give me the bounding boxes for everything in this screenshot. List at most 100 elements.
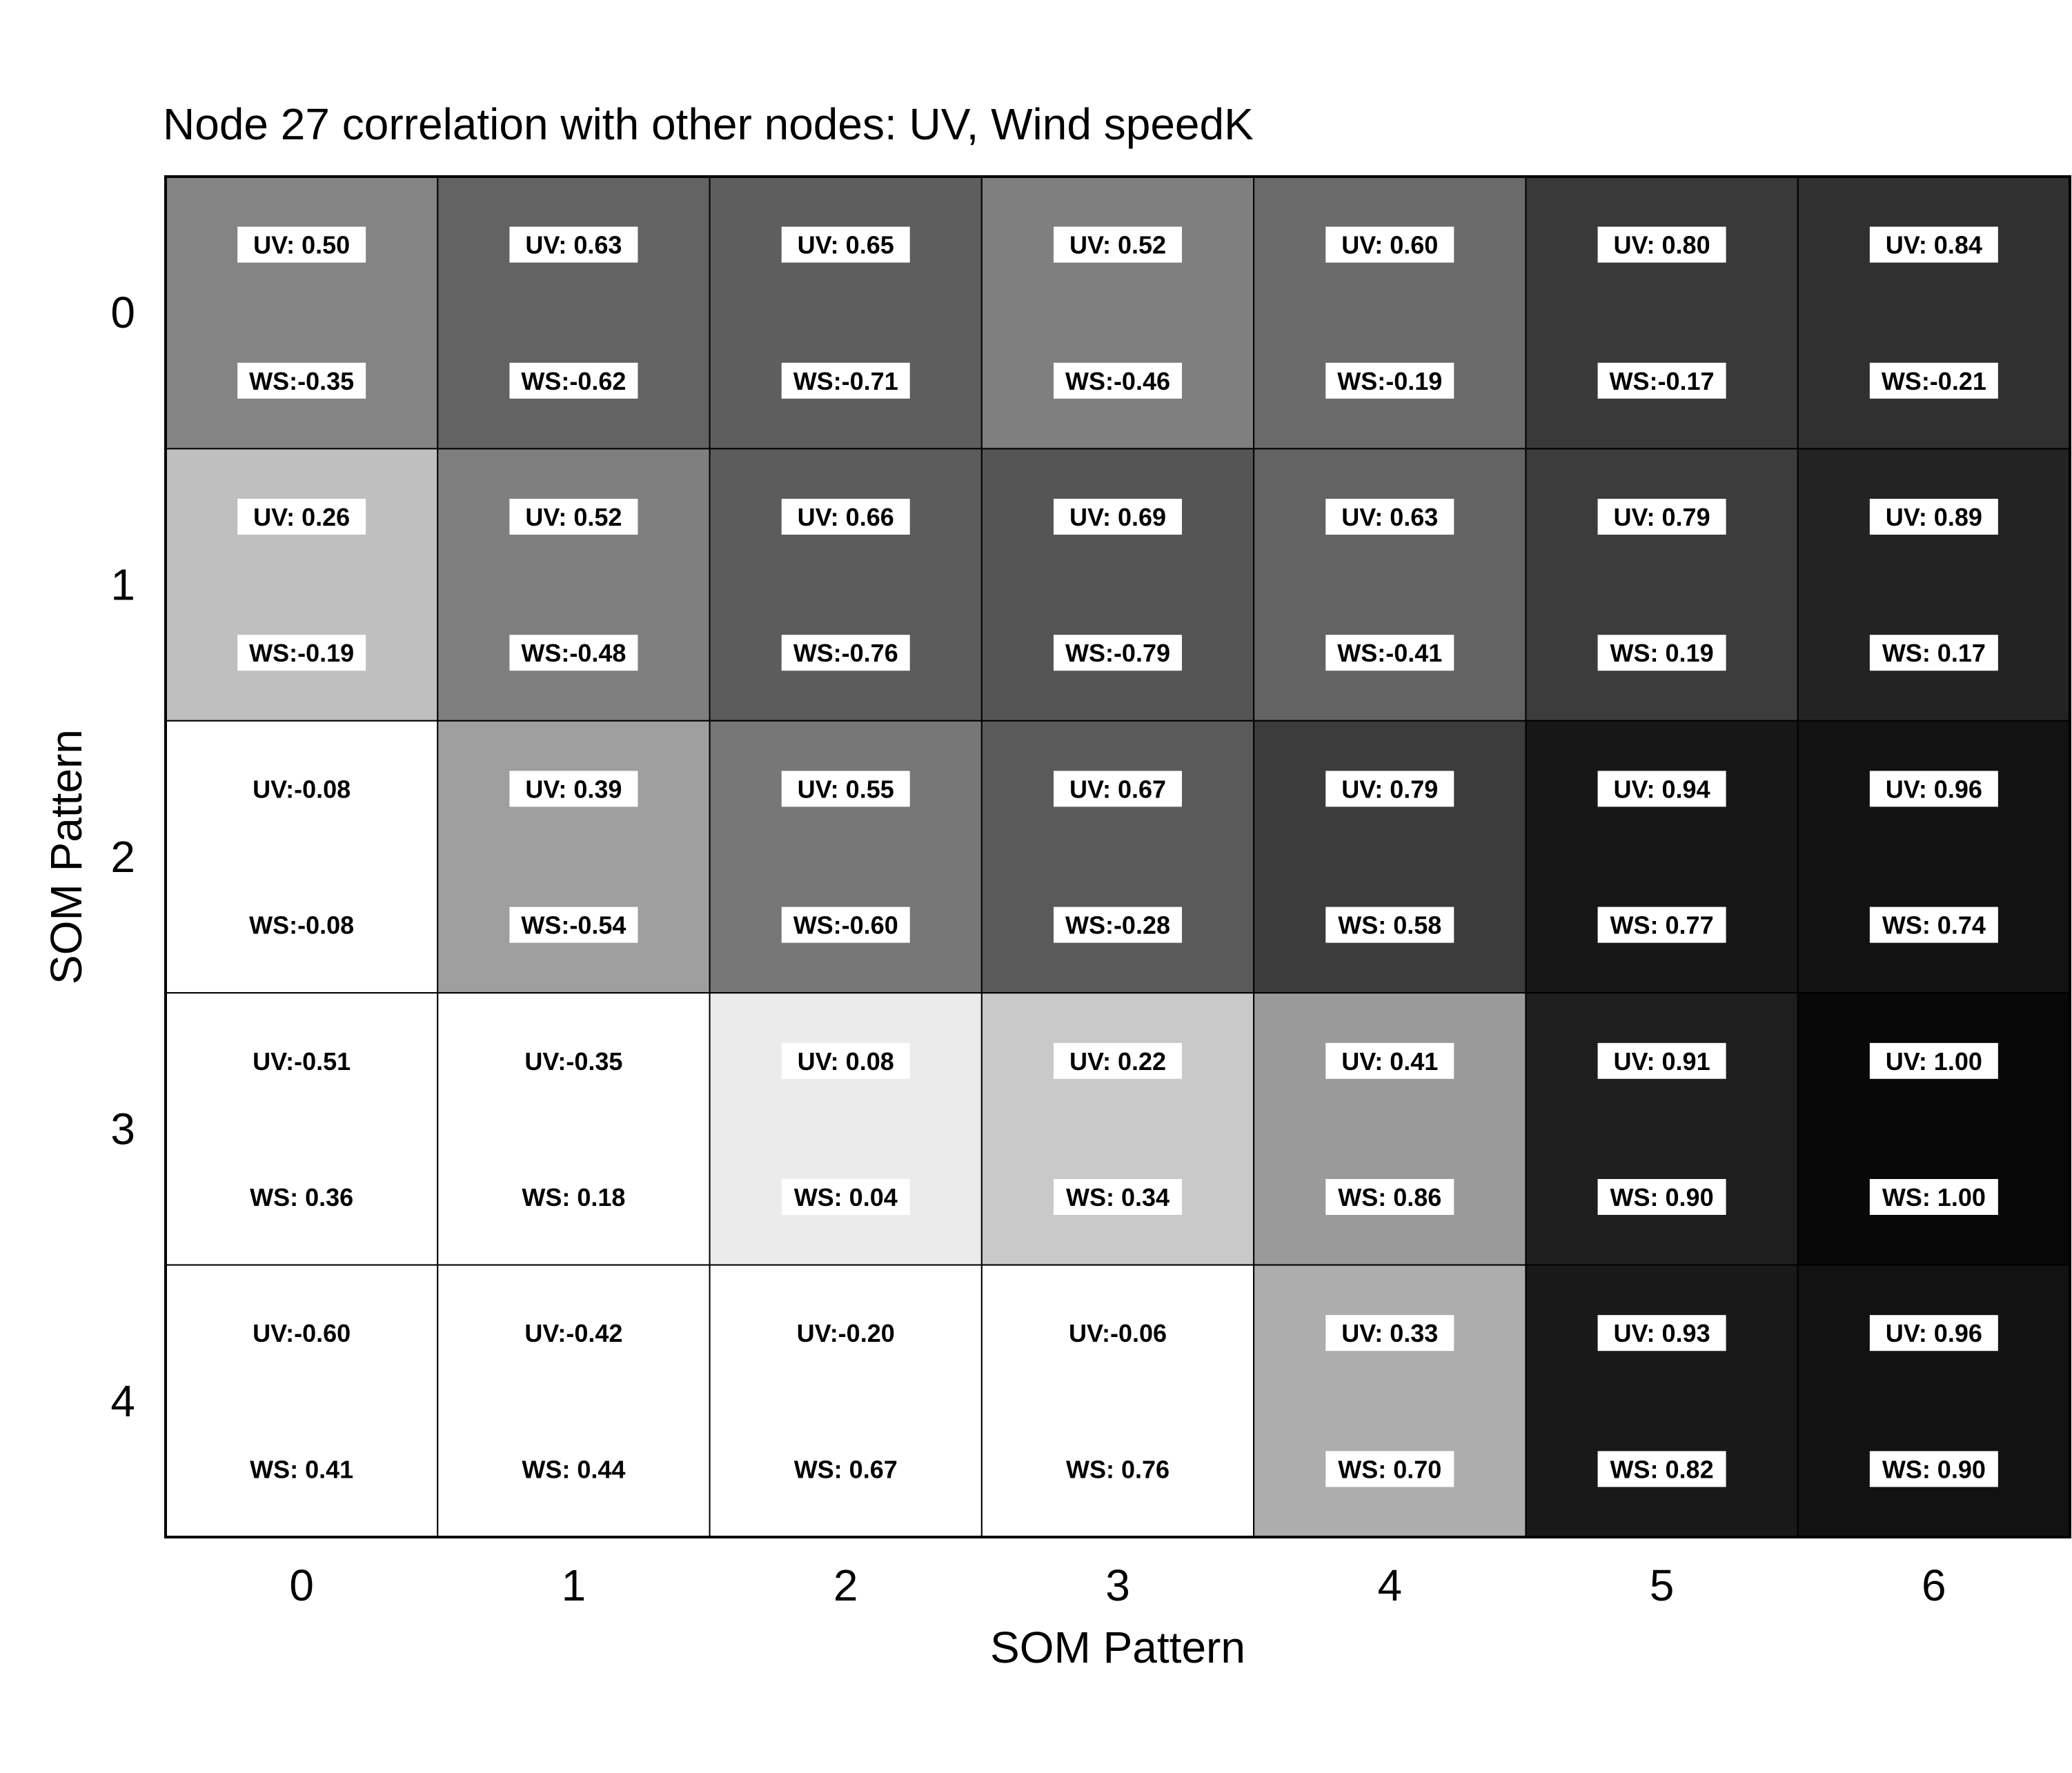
cell-ws-label-group: WS:-0.21: [1869, 362, 1998, 399]
cell-ws-label: WS: 0.77: [1610, 911, 1714, 940]
cell-ws-label-group: WS:-0.17: [1597, 362, 1726, 399]
cell-ws-label: WS: 0.44: [522, 1455, 625, 1483]
cell-ws-label: WS: 0.86: [1338, 1183, 1441, 1211]
heatmap-cell: [437, 448, 711, 722]
cell-uv-label-group: UV: 0.96: [1869, 771, 1998, 807]
heatmap-cell: [980, 1264, 1255, 1538]
cell-ws-label-box: [1054, 907, 1182, 943]
cell-ws-label-group: WS: 0.74: [1869, 907, 1998, 943]
cell-uv-label-group: UV:-0.20: [797, 1319, 895, 1347]
cell-ws-label: WS: 0.90: [1882, 1455, 1986, 1483]
cell-ws-label: WS:-0.76: [793, 639, 898, 667]
cell-ws-label: WS: 0.74: [1882, 911, 1986, 940]
cell-uv-label-box: [1054, 771, 1182, 807]
heatmap-cells: [165, 176, 2071, 1538]
cell-ws-label: WS: 0.58: [1338, 911, 1441, 940]
cell-uv-label-box: [781, 499, 910, 535]
heatmap-cell: [709, 992, 983, 1266]
cell-ws-label-group: WS: 0.90: [1597, 1179, 1726, 1215]
cell-ws-label: WS: 0.19: [1610, 639, 1714, 667]
cell-ws-label: WS:-0.17: [1610, 367, 1715, 395]
cell-ws-label-box: [1597, 1179, 1726, 1215]
cell-uv-label-group: UV: 0.66: [781, 499, 910, 535]
cell-ws-label: WS:-0.71: [793, 367, 898, 395]
cell-ws-label-group: WS:-0.62: [509, 362, 638, 399]
cell-uv-label-box: [781, 226, 910, 263]
cell-ws-label-group: WS:-0.19: [237, 635, 366, 671]
cell-uv-label-group: UV: 0.84: [1869, 226, 1998, 263]
cell-uv-label: UV:-0.51: [253, 1047, 351, 1076]
cell-ws-label: WS: 0.34: [1066, 1183, 1170, 1211]
cell-ws-label-box: [1325, 1179, 1454, 1215]
cell-ws-label: WS: 0.67: [794, 1455, 898, 1483]
cell-uv-label-group: UV: 0.52: [1054, 226, 1182, 263]
cell-ws-label-box: [237, 362, 366, 399]
y-tick-label: 4: [110, 1376, 135, 1426]
heatmap-cell: [437, 720, 711, 994]
cell-uv-label-group: UV: 0.96: [1869, 1315, 1998, 1351]
cell-ws-label: WS:-0.41: [1337, 639, 1442, 667]
heatmap-cell: [709, 176, 983, 450]
cell-uv-label-group: UV: 0.26: [237, 499, 366, 535]
cell-ws-label-group: WS:-0.60: [781, 907, 910, 943]
cell-uv-label-group: UV: 0.93: [1597, 1315, 1726, 1351]
x-tick-label: 1: [562, 1561, 586, 1610]
cell-uv-label-group: UV: 0.63: [1325, 499, 1454, 535]
cell-ws-label-group: WS:-0.48: [509, 635, 638, 671]
cell-uv-label-group: UV: 0.41: [1325, 1042, 1454, 1079]
cell-uv-label: UV: 0.52: [1069, 231, 1166, 259]
cell-uv-label-group: UV: 0.79: [1597, 499, 1726, 535]
cell-uv-label-group: UV: 0.33: [1325, 1315, 1454, 1351]
cell-ws-label: WS:-0.54: [521, 911, 626, 940]
cell-ws-label-group: WS:-0.46: [1054, 362, 1182, 399]
cell-ws-label-group: WS: 0.19: [1597, 635, 1726, 671]
heatmap-cell: [709, 448, 983, 722]
cell-ws-label-box: [1597, 635, 1726, 671]
cell-uv-label-box: [1869, 499, 1998, 535]
cell-uv-label-group: UV: 0.60: [1325, 226, 1454, 263]
x-tick-label: 5: [1650, 1561, 1675, 1610]
cell-uv-label: UV: 0.79: [1614, 503, 1710, 531]
cell-uv-label-box: [237, 499, 366, 535]
heatmap-cell: [709, 720, 983, 994]
heatmap-cell: [1525, 1264, 1799, 1538]
cell-ws-label-group: WS: 0.77: [1597, 907, 1726, 943]
cell-uv-label-group: UV: 0.80: [1597, 226, 1726, 263]
heatmap-cell: [709, 1264, 983, 1538]
cell-uv-label: UV: 0.93: [1614, 1319, 1710, 1347]
cell-ws-label-group: WS:-0.28: [1054, 907, 1182, 943]
cell-ws-label-box: [1869, 907, 1998, 943]
cell-uv-label: UV: 0.22: [1069, 1047, 1166, 1076]
cell-ws-label-box: [1325, 635, 1454, 671]
x-tick-label: 4: [1377, 1561, 1402, 1610]
cell-uv-label-group: UV: 0.91: [1597, 1042, 1726, 1079]
cell-ws-label: WS:-0.60: [793, 911, 898, 940]
heatmap-cell: [1253, 448, 1527, 722]
cell-uv-label-group: UV: 0.50: [237, 226, 366, 263]
cell-uv-label-group: UV: 0.69: [1054, 499, 1182, 535]
cell-ws-label-group: WS: 0.67: [794, 1455, 898, 1483]
cell-ws-label: WS:-0.46: [1065, 367, 1170, 395]
heatmap-cell: [165, 176, 439, 450]
cell-uv-label-box: [1054, 226, 1182, 263]
cell-uv-label: UV: 0.84: [1886, 231, 1982, 259]
cell-ws-label-box: [509, 362, 638, 399]
cell-uv-label: UV: 0.89: [1886, 503, 1982, 531]
cell-uv-label: UV: 0.91: [1614, 1047, 1710, 1076]
x-tick-label: 6: [1922, 1561, 1946, 1610]
cell-uv-label-group: UV: 0.39: [509, 771, 638, 807]
heatmap-cell: [1797, 448, 2071, 722]
cell-ws-label: WS:-0.08: [249, 911, 354, 940]
cell-uv-label: UV:-0.35: [524, 1047, 622, 1076]
cell-uv-label-box: [1325, 499, 1454, 535]
cell-uv-label: UV: 0.94: [1614, 775, 1710, 803]
x-tick-label: 2: [833, 1561, 858, 1610]
heatmap-cell: [1797, 176, 2071, 450]
cell-uv-label-box: [1054, 1042, 1182, 1079]
cell-ws-label-box: [509, 907, 638, 943]
chart-title: Node 27 correlation with other nodes: UV…: [163, 99, 1254, 149]
cell-uv-label-group: UV:-0.08: [253, 775, 351, 803]
cell-uv-label: UV: 0.65: [798, 231, 894, 259]
cell-ws-label: WS: 0.18: [522, 1183, 625, 1211]
cell-ws-label-box: [1869, 1451, 1998, 1487]
